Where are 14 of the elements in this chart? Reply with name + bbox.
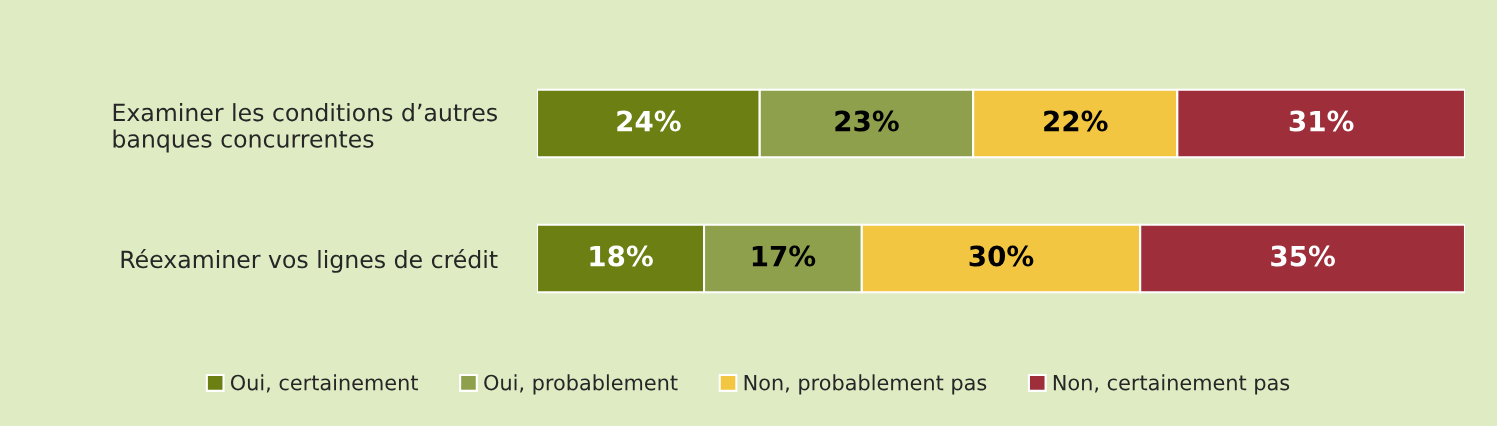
- legend-label: Oui, certainement: [230, 374, 418, 393]
- data-label: 35%: [1271, 245, 1335, 267]
- legend-label: Non, certainement pas: [1053, 374, 1290, 395]
- y-tick-label: Réexaminer vos lignes de crédit: [121, 249, 498, 273]
- data-label: 23%: [835, 110, 899, 132]
- y-tick-label: Examiner les conditions d’autres banques concurrentes: [113, 103, 497, 153]
- data-label: 18%: [590, 245, 653, 267]
- legend-label: Oui, probablement: [484, 374, 678, 395]
- data-label: 22%: [1044, 110, 1108, 132]
- data-label: 17%: [752, 245, 816, 267]
- data-label: 24%: [617, 110, 681, 132]
- legend-label: Non, probablement pas: [744, 374, 987, 395]
- data-label: 30%: [969, 245, 1034, 267]
- data-label: 31%: [1289, 110, 1354, 132]
